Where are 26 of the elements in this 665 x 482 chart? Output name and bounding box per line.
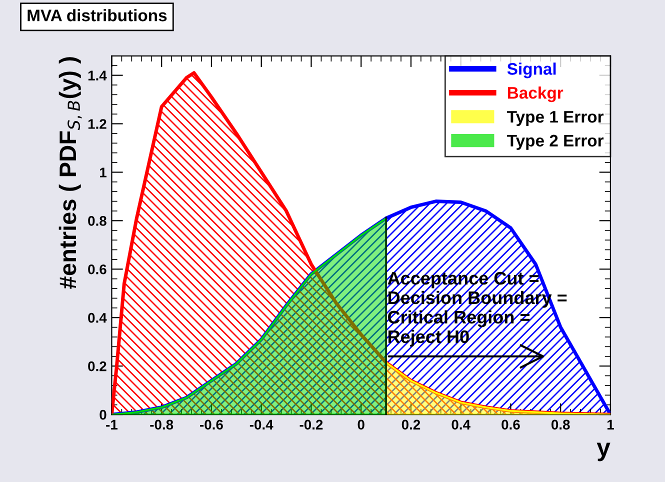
y-tick-label: 0.2 [88, 361, 106, 372]
x-tick-label: 0 [358, 420, 364, 430]
chart-title: MVA distributions [28, 9, 167, 22]
y-tick-label: 0.4 [88, 312, 107, 323]
x-tick-label: -0.2 [300, 420, 323, 430]
legend-label: Type 1 Error [507, 111, 604, 126]
x-tick-label: -0.4 [250, 420, 274, 430]
y-tick-label: 1 [100, 168, 106, 178]
y-tick-label: 0 [100, 410, 106, 420]
x-tick-label: 0.8 [551, 420, 570, 430]
y-tick-label: 1.2 [88, 119, 106, 129]
y-axis-title: #entries ( PDF$_{S,B}$(y) ) [58, 57, 82, 289]
x-tick-label: 0.2 [402, 420, 420, 430]
x-tick-label: -0.8 [150, 420, 174, 430]
x-axis-title: y [596, 442, 610, 462]
x-tick-label: -0.6 [200, 420, 223, 430]
y-tick-label: 0.6 [88, 264, 106, 274]
y-tick-label: 0.8 [88, 216, 106, 226]
x-tick-label: 1 [607, 420, 614, 430]
legend-label: Backgr [508, 86, 564, 102]
x-tick-label: 0.6 [502, 420, 520, 430]
y-tick-label: 1.4 [88, 70, 107, 80]
x-tick-label: 0.4 [452, 420, 470, 430]
x-tick-label: -1 [106, 420, 118, 430]
text: Signal [507, 62, 556, 78]
legend-label: Type 2 Error [507, 134, 604, 150]
